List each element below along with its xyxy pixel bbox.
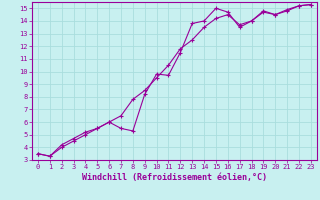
X-axis label: Windchill (Refroidissement éolien,°C): Windchill (Refroidissement éolien,°C) xyxy=(82,173,267,182)
